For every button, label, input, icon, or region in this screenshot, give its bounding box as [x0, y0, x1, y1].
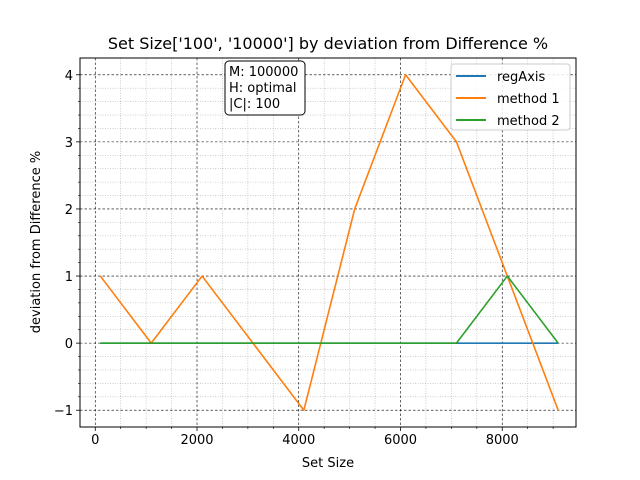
y-axis-label: deviation from Difference % — [29, 151, 44, 333]
x-axis-label: Set Size — [302, 456, 354, 471]
legend: regAxis method 1 method 2 — [450, 63, 571, 131]
legend-label: method 1 — [497, 92, 560, 107]
legend-frame — [450, 63, 571, 131]
x-tick-label: 8000 — [486, 433, 519, 448]
y-tick-label: 1 — [65, 270, 73, 285]
plot-frame — [79, 57, 577, 428]
y-axis-ticks: −1 0 1 2 3 4 — [54, 69, 80, 419]
x-tick-label: 4000 — [282, 433, 315, 448]
series-line-3 — [100, 275, 559, 344]
series-line-2 — [99, 73, 559, 412]
x-tick-label: 2000 — [180, 433, 213, 448]
legend-label: regAxis — [497, 70, 546, 85]
info-line: H: optimal — [229, 81, 296, 96]
info-line: |C|: 100 — [229, 97, 280, 112]
legend-label: method 2 — [497, 114, 560, 129]
y-tick-label: 2 — [65, 203, 73, 218]
series-lines — [99, 73, 559, 412]
y-tick-label: 0 — [65, 337, 73, 352]
x-tick-label: 6000 — [384, 433, 417, 448]
chart-title: Set Size['100', '10000'] by deviation fr… — [108, 34, 548, 53]
info-line: M: 100000 — [229, 65, 298, 80]
y-tick-label: −1 — [54, 404, 73, 419]
x-tick-label: 0 — [91, 433, 99, 448]
y-tick-label: 4 — [65, 69, 73, 84]
info-box-frame — [224, 60, 306, 116]
y-tick-label: 3 — [65, 136, 73, 151]
x-axis-ticks: 0 2000 4000 6000 8000 — [91, 427, 554, 448]
